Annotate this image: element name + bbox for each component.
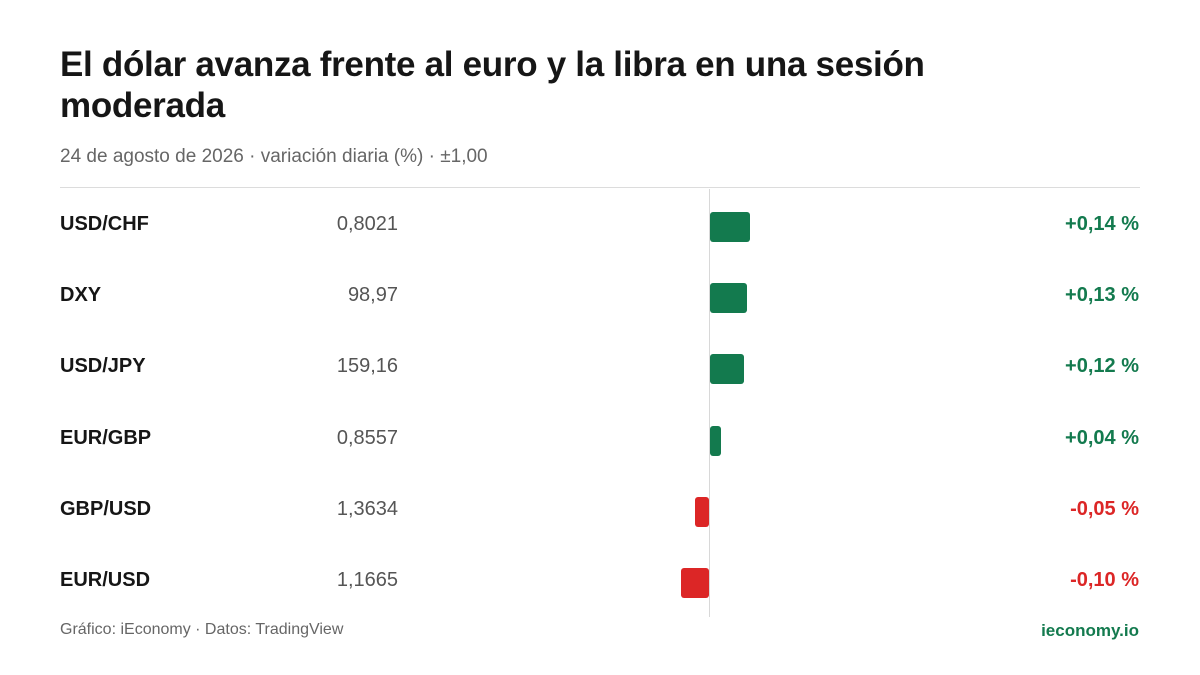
table-row: DXY 98,97 +0,13 % [0,262,1200,333]
price-value: 1,3634 [336,497,398,520]
pair-label: USD/CHF [60,213,149,235]
table-row: GBP/USD 1,3634 -0,05 % [0,476,1200,547]
chart-title: El dólar avanza frente al euro y la libr… [60,45,925,125]
bar [710,425,722,456]
bar [680,567,709,598]
table-row: EUR/GBP 0,8557 +0,04 % [0,405,1200,476]
footer-site-link[interactable]: ieconomy.io [1041,621,1139,640]
pair-label: EUR/GBP [60,426,152,449]
pair-label: DXY [60,284,102,307]
change-value-label: +0,14 % [1065,213,1139,235]
pair-label: USD/JPY [60,355,146,378]
change-value-label: +0,12 % [1065,355,1139,378]
footer-credit: Gráfico: iEconomy · Datos: TradingView [60,621,344,638]
table-row: USD/CHF 0,8021 +0,14 % [0,191,1200,262]
table-row: USD/JPY 159,16 +0,12 % [0,333,1200,404]
bar [710,212,750,242]
header-divider [60,187,1140,188]
chart-subtitle: 24 de agosto de 2026 · variación diaria … [60,146,488,167]
price-value: 0,8557 [336,426,398,449]
zero-axis-line [709,189,710,617]
change-value-label: +0,04 % [1065,426,1139,449]
price-value: 159,16 [336,355,398,378]
pair-label: GBP/USD [60,497,152,520]
price-value: 1,1665 [336,568,398,591]
change-value-label: -0,05 % [1070,497,1139,520]
table-row: EUR/USD 1,1665 -0,10 % [0,547,1200,618]
change-value-label: +0,13 % [1065,284,1139,307]
price-value: 0,8021 [336,213,398,235]
bar [710,283,748,314]
bar-rows: USD/CHF 0,8021 +0,14 % DXY 98,97 +0,13 % USD/J… [0,191,1200,618]
bar [694,496,709,527]
pair-label: EUR/USD [60,568,151,591]
change-value-label: -0,10 % [1070,568,1139,591]
bar [710,354,745,385]
price-value: 98,97 [347,284,398,307]
